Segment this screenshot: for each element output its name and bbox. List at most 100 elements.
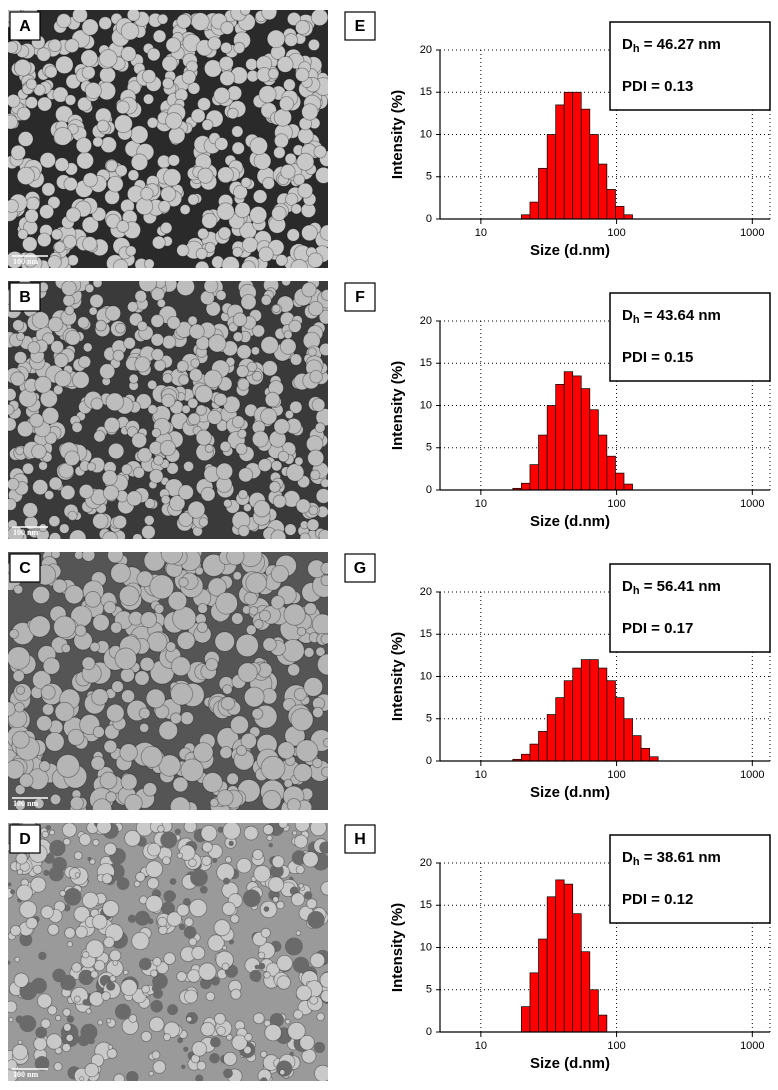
particle (200, 486, 216, 502)
particle (103, 600, 117, 614)
particle (187, 412, 201, 426)
particle (316, 653, 328, 676)
particle (22, 502, 39, 518)
particle (279, 1069, 286, 1076)
particle (131, 432, 148, 449)
particle (51, 552, 61, 559)
particle (107, 552, 124, 564)
particle (220, 696, 235, 711)
particle (67, 123, 79, 135)
particle (114, 1003, 131, 1020)
particle (310, 10, 328, 27)
particle (312, 706, 324, 719)
dh-value: = 46.27 nm (640, 36, 721, 53)
bar (563, 883, 574, 1033)
annotation-dh: Dh = 43.64 nm (622, 307, 721, 326)
particle (107, 442, 125, 460)
bar (640, 747, 650, 762)
particle (306, 898, 318, 910)
particle (272, 896, 279, 903)
particle (160, 186, 177, 203)
particle (103, 936, 115, 949)
particle (275, 254, 288, 267)
bar (521, 482, 531, 491)
particle (217, 826, 224, 833)
particle (167, 591, 188, 611)
particle (183, 897, 191, 906)
particle (27, 341, 41, 355)
particle (309, 369, 323, 384)
particle (184, 917, 194, 927)
particle (8, 1059, 18, 1071)
y-tick-label: 5 (426, 713, 432, 725)
particle (246, 361, 258, 373)
particle (261, 790, 282, 810)
particle (203, 369, 223, 389)
bar (589, 989, 599, 1033)
y-tick-label: 10 (420, 941, 432, 953)
particle (158, 925, 168, 935)
particle (311, 613, 328, 635)
particle (176, 903, 190, 917)
annotation-pdi: PDI = 0.12 (622, 891, 693, 908)
particle (283, 603, 306, 626)
particle (154, 603, 165, 614)
particle (84, 82, 102, 100)
particle (81, 65, 96, 80)
particle (176, 631, 196, 650)
particle (65, 330, 81, 346)
particle (251, 707, 264, 720)
particle (38, 523, 48, 533)
particle (32, 670, 52, 690)
particle (103, 739, 118, 754)
y-tick-label: 5 (426, 171, 432, 183)
particle (16, 106, 31, 121)
particle (73, 851, 83, 860)
particle (73, 995, 81, 1003)
particle (165, 112, 183, 130)
particle (92, 613, 110, 632)
particle (260, 294, 272, 306)
particle (48, 476, 63, 491)
particle (55, 55, 74, 75)
particle (178, 511, 194, 527)
panel-label-box (344, 11, 376, 41)
particle (52, 578, 68, 594)
particle (190, 108, 206, 124)
particle (161, 55, 178, 72)
particle (115, 164, 128, 177)
particle (261, 10, 278, 21)
particle (170, 682, 193, 706)
particle (11, 730, 30, 749)
particle (214, 631, 235, 652)
particle (219, 70, 236, 87)
scale-bar-label: 100 nm (13, 257, 38, 266)
particle (138, 707, 151, 720)
particle (145, 688, 166, 709)
particle (307, 252, 324, 268)
particle (237, 524, 250, 537)
particle (74, 872, 81, 878)
particle (64, 305, 75, 316)
particle (31, 311, 50, 329)
particle (45, 824, 52, 831)
particle (320, 574, 328, 587)
particle (105, 703, 125, 723)
bar (555, 879, 565, 1033)
particle (143, 514, 155, 526)
particle (158, 754, 181, 777)
particle (319, 971, 328, 989)
particle (19, 900, 38, 919)
particle (151, 348, 164, 362)
particle (167, 1004, 178, 1016)
particle (153, 455, 164, 466)
particle (252, 849, 264, 861)
particle (268, 481, 281, 493)
particle (160, 552, 183, 565)
particle (276, 975, 291, 990)
particle (106, 175, 124, 193)
particle (283, 330, 293, 340)
particle (202, 553, 226, 577)
annotation-box (609, 21, 771, 111)
particle (78, 833, 92, 846)
